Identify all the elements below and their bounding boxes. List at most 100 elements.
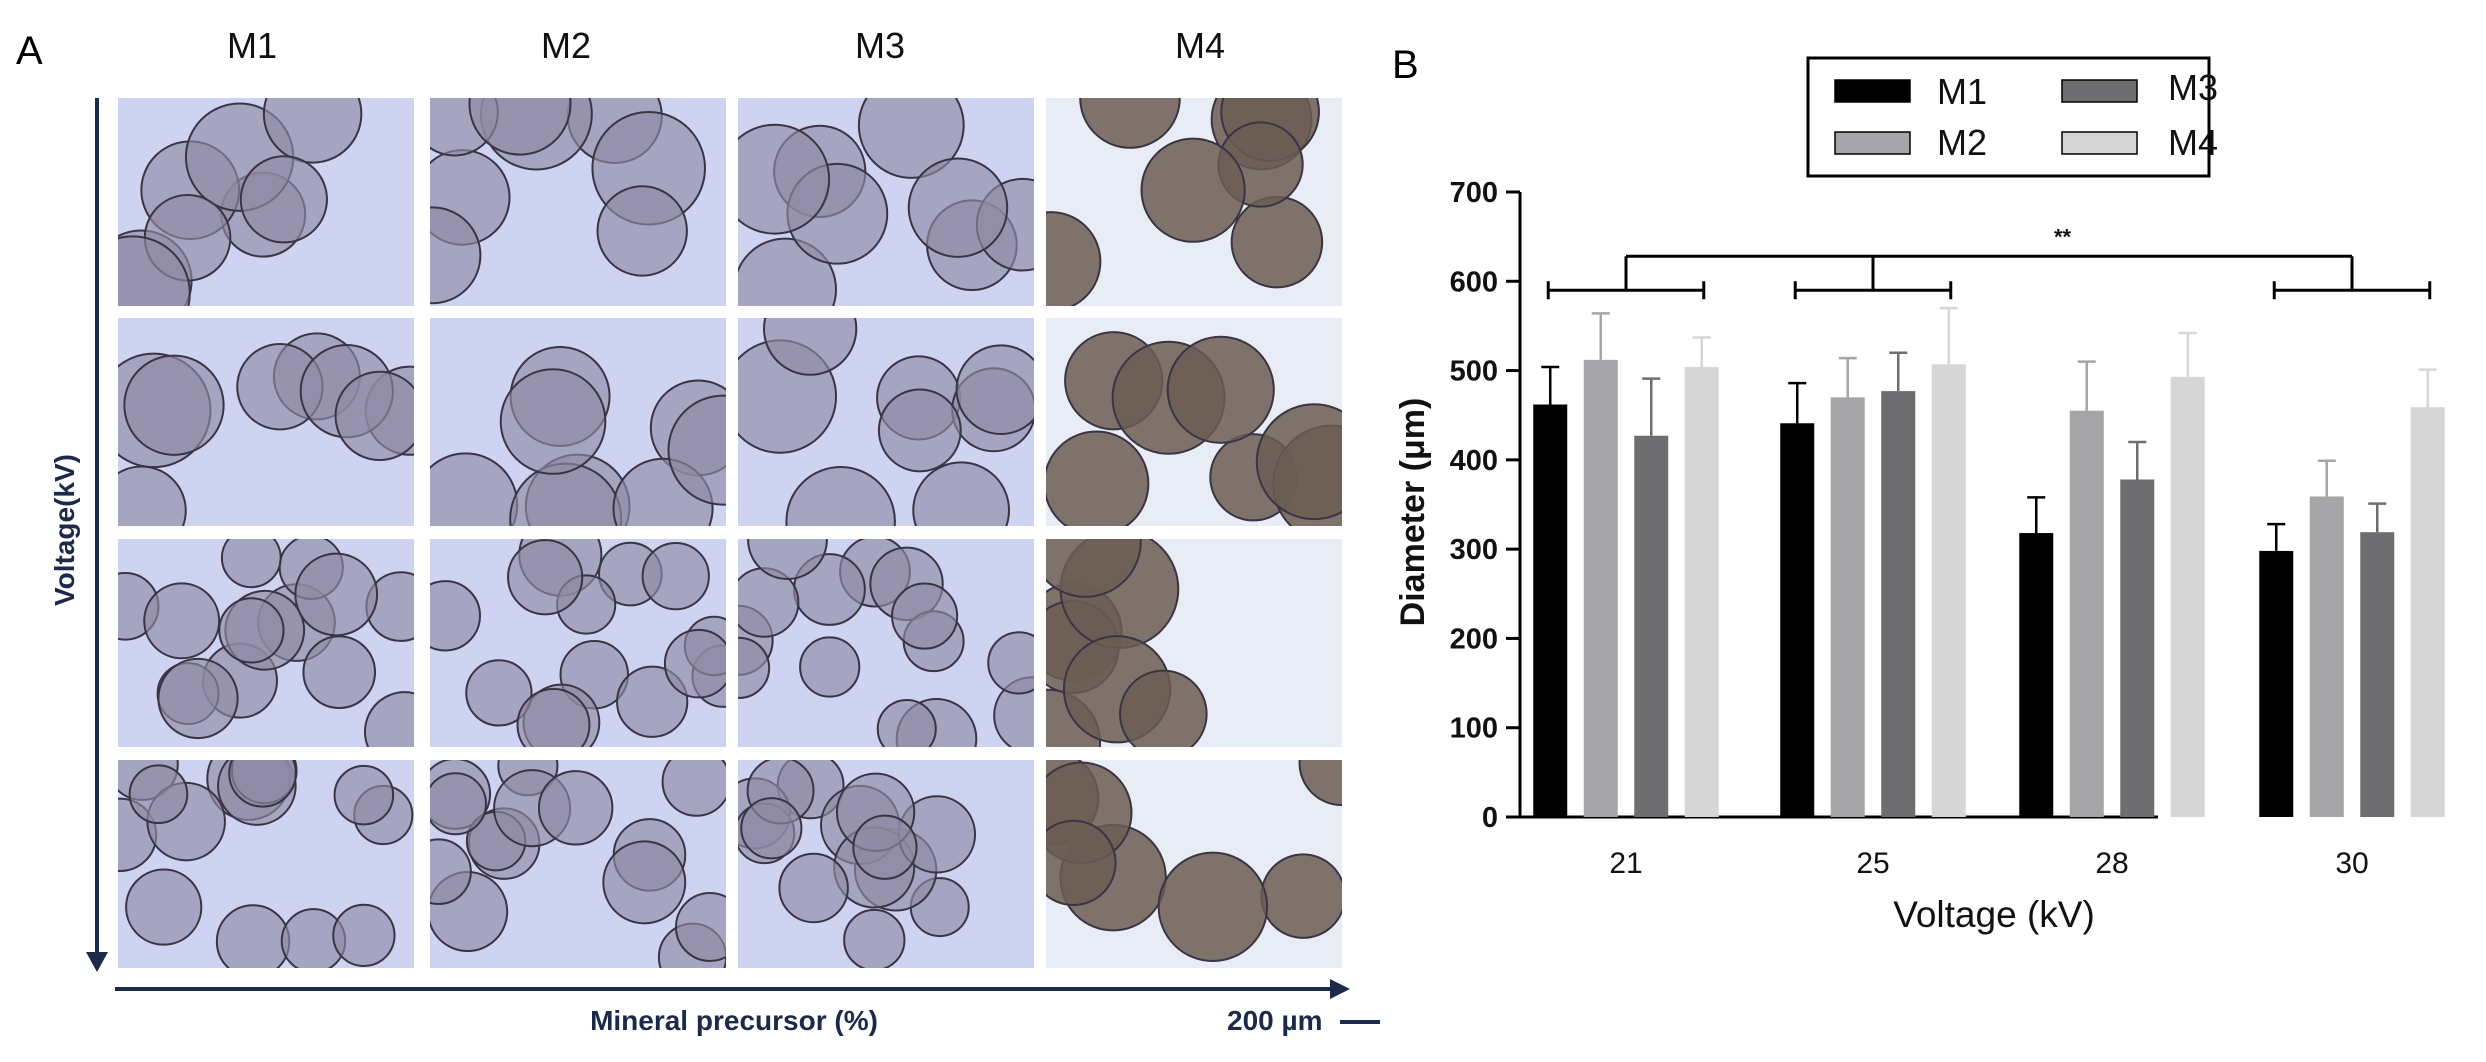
micrograph-tile (118, 539, 414, 747)
microsphere (602, 840, 687, 925)
microsphere (118, 235, 191, 306)
micrograph-tile (430, 539, 726, 747)
microsphere (778, 852, 849, 924)
microsphere (747, 539, 828, 581)
microsphere (430, 838, 472, 905)
microsphere (125, 868, 203, 946)
microsphere (740, 797, 803, 860)
y-tick-label: 300 (1450, 534, 1498, 566)
column-label-m4: M4 (1175, 25, 1225, 66)
bar-m2-25 (1830, 397, 1865, 817)
microsphere (738, 636, 771, 699)
x-axis-title: Voltage (kV) (1893, 894, 2095, 935)
bar-m4-21 (1684, 367, 1719, 817)
bar-m1-21 (1533, 404, 1568, 817)
microsphere (332, 903, 396, 968)
column-label-m3: M3 (855, 25, 905, 66)
microsphere (465, 659, 533, 727)
legend-swatch-m3 (2061, 79, 2138, 103)
legend-swatch-m4 (2061, 131, 2138, 155)
microsphere (430, 206, 482, 305)
micrograph-tile (738, 760, 1034, 968)
bar-m4-28 (2170, 376, 2205, 817)
microsphere (507, 539, 584, 616)
legend-label-m1: M1 (1937, 71, 1987, 112)
bar-m2-21 (1583, 359, 1618, 817)
bar-m3-28 (2120, 479, 2155, 817)
microsphere (1046, 539, 1142, 598)
microsphere (143, 582, 221, 660)
micrograph-tile (430, 98, 726, 306)
bar-m1-30 (2259, 550, 2294, 817)
bar-m3-21 (1634, 435, 1669, 817)
x-tick-label-21: 21 (1609, 847, 1642, 880)
microsphere (843, 908, 906, 968)
legend-swatch-m2 (1834, 131, 1911, 155)
bar-m1-28 (2019, 533, 2054, 817)
microsphere (215, 904, 291, 968)
microsphere (1119, 669, 1208, 747)
microsphere (537, 770, 614, 846)
plot-area: 0 100 200 300 400 500 600 700 21 25 28 30 ** (1450, 177, 2445, 880)
micrograph-tile (430, 318, 726, 526)
y-axis-title: Diameter (μm) (1394, 398, 1432, 627)
microsphere (912, 461, 1011, 526)
y-tick-label: 600 (1450, 266, 1498, 298)
bar-m4-30 (2410, 407, 2445, 817)
panel-a-micrographs: A M1 M2 M3 M4 Voltage(kV) Mineral precur… (16, 25, 1380, 1036)
microsphere (738, 123, 831, 235)
y-tick-label: 200 (1450, 623, 1498, 655)
microsphere (1046, 819, 1117, 907)
mineral-arrow-head-icon (1330, 979, 1350, 999)
microsphere (1046, 211, 1102, 306)
micrograph-tile (430, 760, 726, 968)
x-tick-label-30: 30 (2335, 847, 2368, 880)
column-label-m1: M1 (227, 25, 277, 66)
microsphere (294, 552, 379, 637)
legend-label-m2: M2 (1937, 122, 1987, 163)
microsphere (123, 354, 225, 456)
microsphere (239, 155, 328, 244)
microsphere (157, 657, 239, 740)
x-tick-label-28: 28 (2095, 847, 2128, 880)
microsphere (852, 814, 918, 880)
microsphere (333, 764, 395, 826)
micrograph-tile (118, 98, 414, 306)
microsphere (667, 394, 726, 506)
microsphere (799, 636, 861, 698)
micrograph-tile (118, 318, 414, 526)
microsphere (334, 370, 414, 462)
microsphere (616, 665, 689, 738)
y-tick-label: 100 (1450, 713, 1498, 745)
microsphere (468, 98, 572, 156)
microsphere (1255, 403, 1342, 521)
legend-label-m3: M3 (2168, 67, 2218, 108)
mineral-axis-label: Mineral precursor (%) (590, 1005, 878, 1036)
micrograph-tile (738, 539, 1034, 747)
microsphere (302, 635, 377, 709)
y-tick-label: 0 (1482, 802, 1498, 834)
bar-m2-28 (2069, 410, 2104, 817)
y-tick-label: 700 (1450, 177, 1498, 209)
microsphere (516, 688, 591, 747)
microsphere (1046, 430, 1150, 526)
microsphere (891, 582, 959, 650)
micrograph-tile (118, 760, 414, 968)
microsphere (1140, 137, 1246, 243)
microsphere (365, 571, 414, 642)
legend-label-m4: M4 (2168, 122, 2218, 163)
y-tick-label: 500 (1450, 356, 1498, 388)
microsphere (1166, 335, 1275, 444)
microsphere (228, 760, 297, 808)
microsphere (430, 772, 487, 836)
bar-m4-25 (1931, 364, 1966, 817)
microsphere (1079, 98, 1181, 149)
bar-m2-30 (2309, 496, 2344, 817)
column-label-m2: M2 (541, 25, 591, 66)
microsphere (220, 539, 282, 589)
microsphere (675, 891, 726, 962)
panel-b-label: B (1392, 43, 1419, 87)
voltage-axis-label: Voltage(kV) (49, 454, 80, 606)
microsphere (641, 541, 710, 611)
micrograph-tile (738, 318, 1034, 526)
